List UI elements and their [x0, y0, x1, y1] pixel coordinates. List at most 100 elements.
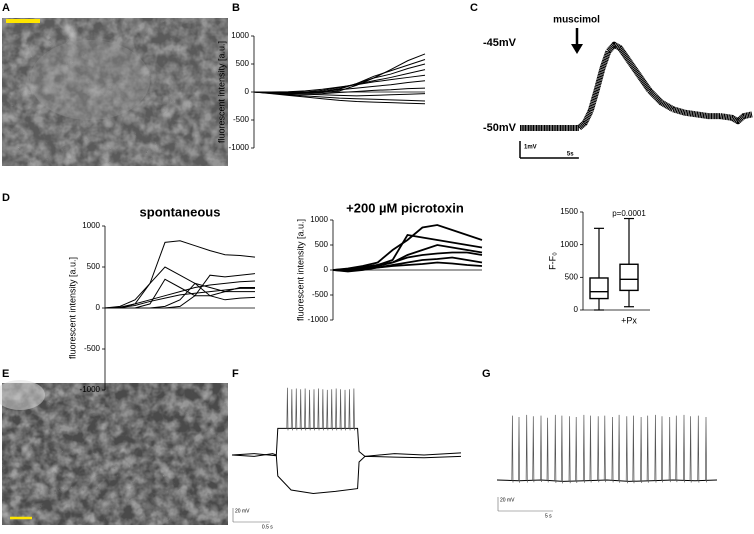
micrograph-a	[2, 18, 228, 166]
spike	[308, 389, 311, 431]
spike	[326, 389, 329, 431]
trace	[104, 280, 256, 309]
trace	[253, 91, 426, 97]
trace	[253, 91, 426, 105]
trace	[496, 479, 718, 482]
spike	[295, 388, 298, 431]
chart-title: +200 µM picrotoxin	[346, 200, 464, 215]
spike	[697, 415, 700, 483]
spike	[582, 414, 585, 483]
spike	[668, 416, 671, 483]
spike	[640, 416, 643, 484]
trace	[105, 282, 256, 309]
chart-title: spontaneous	[140, 204, 221, 219]
y-tick-label: 0	[245, 87, 250, 96]
spike	[654, 414, 657, 483]
panel-label: C	[470, 2, 478, 14]
panel-label: G	[482, 368, 491, 380]
spike	[625, 416, 628, 484]
spike	[518, 416, 520, 483]
y-tick-label: 500	[236, 59, 250, 68]
spike	[525, 414, 528, 483]
scale-label: 5 s	[545, 513, 552, 519]
panel-label: A	[2, 2, 10, 14]
trace	[104, 266, 255, 309]
y-tick-label: -500	[233, 115, 250, 124]
spike	[286, 387, 289, 431]
y-tick-label: 500	[565, 272, 579, 281]
panel-label: F	[232, 368, 239, 380]
scale-label: 20 mV	[500, 497, 515, 503]
trace	[231, 427, 462, 457]
y-tick-label: -500	[312, 290, 329, 299]
box	[619, 263, 639, 292]
scale-label: 5s	[567, 152, 574, 158]
spike	[646, 415, 649, 483]
spike	[348, 389, 351, 431]
panel-label: B	[232, 2, 240, 14]
spike	[611, 416, 614, 483]
spike	[603, 415, 606, 483]
y-tick-label: -1000	[308, 315, 329, 324]
box	[589, 277, 609, 300]
trace	[333, 261, 483, 271]
scale-label: 1mV	[524, 145, 537, 151]
y-level-label: -45mV	[483, 37, 517, 49]
y-tick-label: 1000	[231, 31, 249, 40]
y-tick-label: 1000	[310, 215, 328, 224]
spike	[299, 389, 302, 431]
spike	[560, 415, 563, 484]
spike	[339, 389, 342, 431]
spike	[344, 389, 346, 431]
spike	[330, 389, 333, 431]
y-tick-label: 1000	[82, 221, 100, 230]
trace	[332, 256, 483, 273]
scale-label: 20 mV	[235, 508, 250, 514]
spike	[632, 415, 635, 484]
y-axis-label: fluorescent intensity [a.u.]	[67, 257, 77, 359]
x-tick-label: +Px	[621, 315, 637, 325]
y-axis-label: fluorescent intensity [a.u.]	[216, 41, 226, 143]
trace	[520, 41, 753, 131]
spike	[532, 416, 535, 483]
spike	[661, 416, 663, 483]
y-tick-label: -1000	[80, 385, 101, 394]
spike	[689, 416, 692, 483]
spike	[321, 389, 324, 431]
spike	[290, 389, 293, 431]
spike	[618, 414, 621, 483]
trace	[105, 240, 256, 309]
panel-label: E	[2, 368, 9, 380]
spike	[575, 416, 578, 483]
y-tick-label: 0	[574, 305, 579, 314]
spike	[317, 388, 320, 431]
y-tick-label: 0	[96, 303, 101, 312]
spike	[352, 388, 355, 431]
y-tick-label: 1500	[560, 207, 578, 216]
y-level-label: -50mV	[483, 122, 517, 134]
spike	[540, 415, 542, 483]
y-tick-label: 0	[324, 265, 329, 274]
y-tick-label: -1000	[229, 143, 250, 152]
y-tick-label: 500	[87, 262, 101, 271]
y-tick-label: 1000	[560, 240, 578, 249]
annotation: muscimol	[553, 15, 600, 26]
spike	[335, 388, 338, 431]
spike	[705, 416, 707, 483]
spike	[683, 414, 685, 483]
spike	[554, 414, 557, 483]
trace	[104, 287, 255, 309]
panel-label: D	[2, 192, 10, 204]
y-tick-label: -500	[84, 344, 101, 353]
y-axis-label: F-F₀	[547, 252, 557, 270]
spike	[304, 388, 307, 431]
trace	[231, 453, 462, 495]
y-tick-label: 500	[315, 240, 329, 249]
trace	[332, 244, 483, 271]
spike	[568, 416, 571, 484]
spike	[589, 415, 592, 483]
spike	[597, 416, 600, 483]
spike	[675, 415, 678, 483]
spike	[511, 415, 514, 483]
